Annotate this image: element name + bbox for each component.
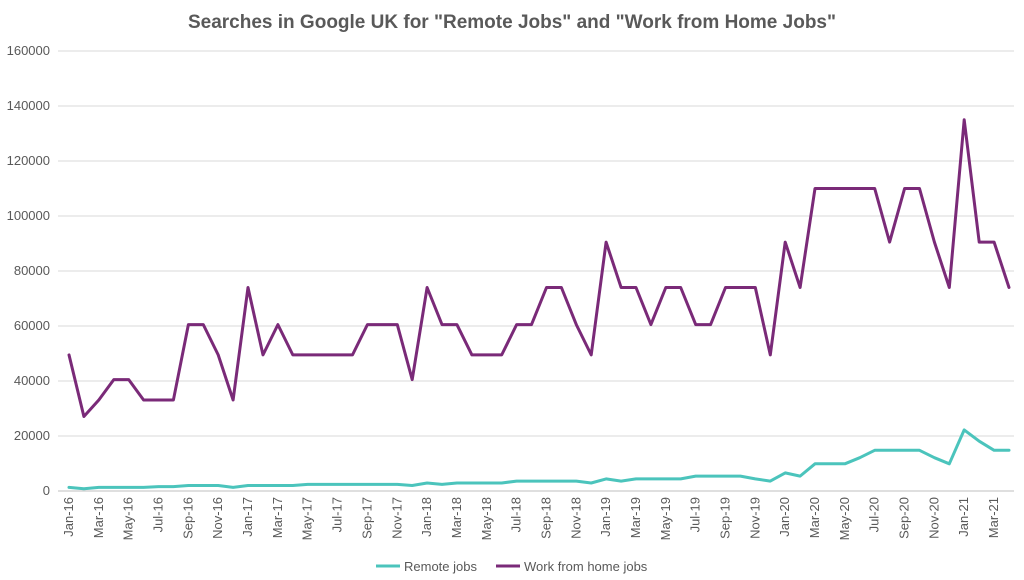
x-tick-label: Jan-16 [61, 497, 76, 537]
x-tick-label: Sep-18 [538, 497, 553, 539]
x-tick-label: May-16 [121, 497, 136, 540]
chart-title: Searches in Google UK for "Remote Jobs" … [188, 12, 836, 33]
x-tick-label: May-20 [837, 497, 852, 540]
y-tick-label: 60000 [14, 318, 50, 333]
series-line-remote-jobs [67, 428, 1011, 491]
x-tick-label: Jan-20 [777, 497, 792, 537]
y-tick-label: 160000 [7, 43, 50, 58]
x-tick-label: Jul-16 [151, 497, 166, 532]
y-tick-label: 20000 [14, 428, 50, 443]
legend: Remote jobs Work from home jobs [376, 559, 648, 574]
y-tick-label: 120000 [7, 153, 50, 168]
y-tick-label: 140000 [7, 98, 50, 113]
x-axis-ticks: Jan-16 Mar-16 May-16 Jul-16 Sep-16 Nov-16 Jan-… [61, 497, 1001, 540]
y-tick-label: 40000 [14, 373, 50, 388]
x-tick-label: Nov-19 [747, 497, 762, 539]
x-tick-label: Mar-20 [807, 497, 822, 538]
x-tick-label: Sep-17 [359, 497, 374, 539]
legend-label: Work from home jobs [524, 559, 648, 574]
x-tick-label: Sep-20 [897, 497, 912, 539]
x-tick-label: Jul-19 [688, 497, 703, 532]
x-tick-label: May-18 [479, 497, 494, 540]
x-tick-label: Jul-18 [509, 497, 524, 532]
series-lines [67, 118, 1011, 491]
x-tick-label: Sep-16 [180, 497, 195, 539]
gridlines [58, 50, 1014, 437]
x-tick-label: May-19 [658, 497, 673, 540]
x-tick-label: Mar-18 [449, 497, 464, 538]
x-tick-label: Jul-17 [330, 497, 345, 532]
x-tick-label: Nov-20 [926, 497, 941, 539]
series-line-work-from-home-jobs [67, 118, 1011, 418]
x-tick-label: Jan-21 [956, 497, 971, 537]
y-axis-ticks: 0 20000 40000 60000 80000 100000 120000 140000 1… [7, 43, 50, 498]
x-tick-label: May-17 [300, 497, 315, 540]
x-tick-label: Sep-19 [718, 497, 733, 539]
x-tick-label: Mar-19 [628, 497, 643, 538]
y-tick-label: 100000 [7, 208, 50, 223]
legend-label: Remote jobs [404, 559, 477, 574]
x-tick-label: Mar-16 [91, 497, 106, 538]
x-tick-label: Nov-18 [568, 497, 583, 539]
x-tick-label: Nov-17 [389, 497, 404, 539]
x-tick-label: Jan-18 [419, 497, 434, 537]
x-tick-label: Jan-19 [598, 497, 613, 537]
x-tick-label: Jan-17 [240, 497, 255, 537]
y-tick-label: 80000 [14, 263, 50, 278]
x-tick-label: Mar-17 [270, 497, 285, 538]
x-tick-label: Jul-20 [867, 497, 882, 532]
x-tick-label: Nov-16 [210, 497, 225, 539]
y-tick-label: 0 [43, 483, 50, 498]
x-tick-label: Mar-21 [986, 497, 1001, 538]
